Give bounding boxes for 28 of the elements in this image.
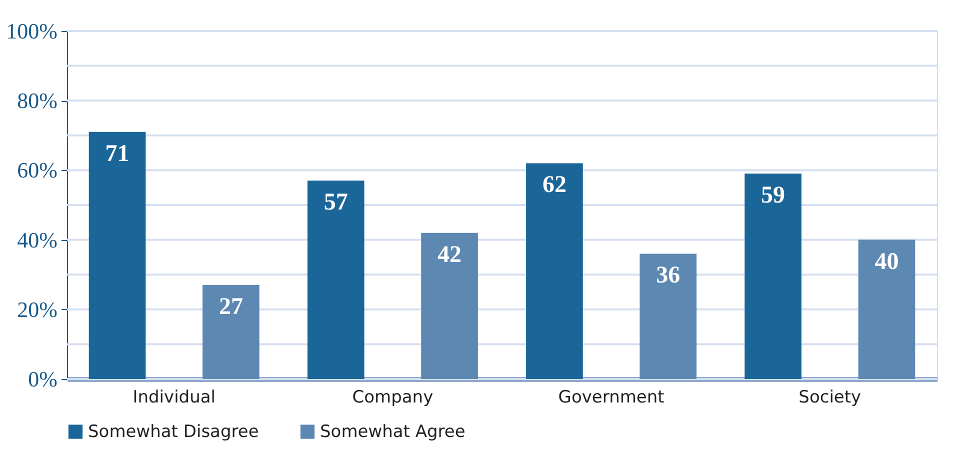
x-tick-label: Individual <box>132 388 216 408</box>
x-tick-label: Company <box>352 388 434 408</box>
y-tick-label: 80% <box>17 88 58 114</box>
data-label: 27 <box>218 294 243 320</box>
y-tick-label: 0% <box>28 366 58 392</box>
legend-label: Somewhat Agree <box>320 422 466 442</box>
bar <box>421 232 478 379</box>
y-tick-label: 100% <box>6 18 58 44</box>
bar <box>307 180 364 379</box>
bar <box>526 163 583 379</box>
bar <box>640 254 697 379</box>
data-label: 57 <box>324 190 348 216</box>
data-label: 40 <box>874 248 899 275</box>
data-label: 62 <box>542 172 566 198</box>
bar <box>202 285 260 379</box>
x-tick-label: Society <box>798 388 862 408</box>
bar <box>88 132 146 379</box>
y-tick-label: 60% <box>17 158 58 183</box>
data-label: 36 <box>656 262 680 289</box>
data-label: 71 <box>105 140 130 167</box>
x-tick-label: Government <box>558 388 665 408</box>
y-tick-label: 20% <box>17 296 58 322</box>
bar <box>744 174 802 379</box>
y-tick-label: 40% <box>17 227 58 252</box>
bar <box>858 240 916 379</box>
data-label: 42 <box>438 242 462 268</box>
legend-label: Somewhat Disagree <box>88 422 259 442</box>
data-label: 59 <box>761 182 786 209</box>
